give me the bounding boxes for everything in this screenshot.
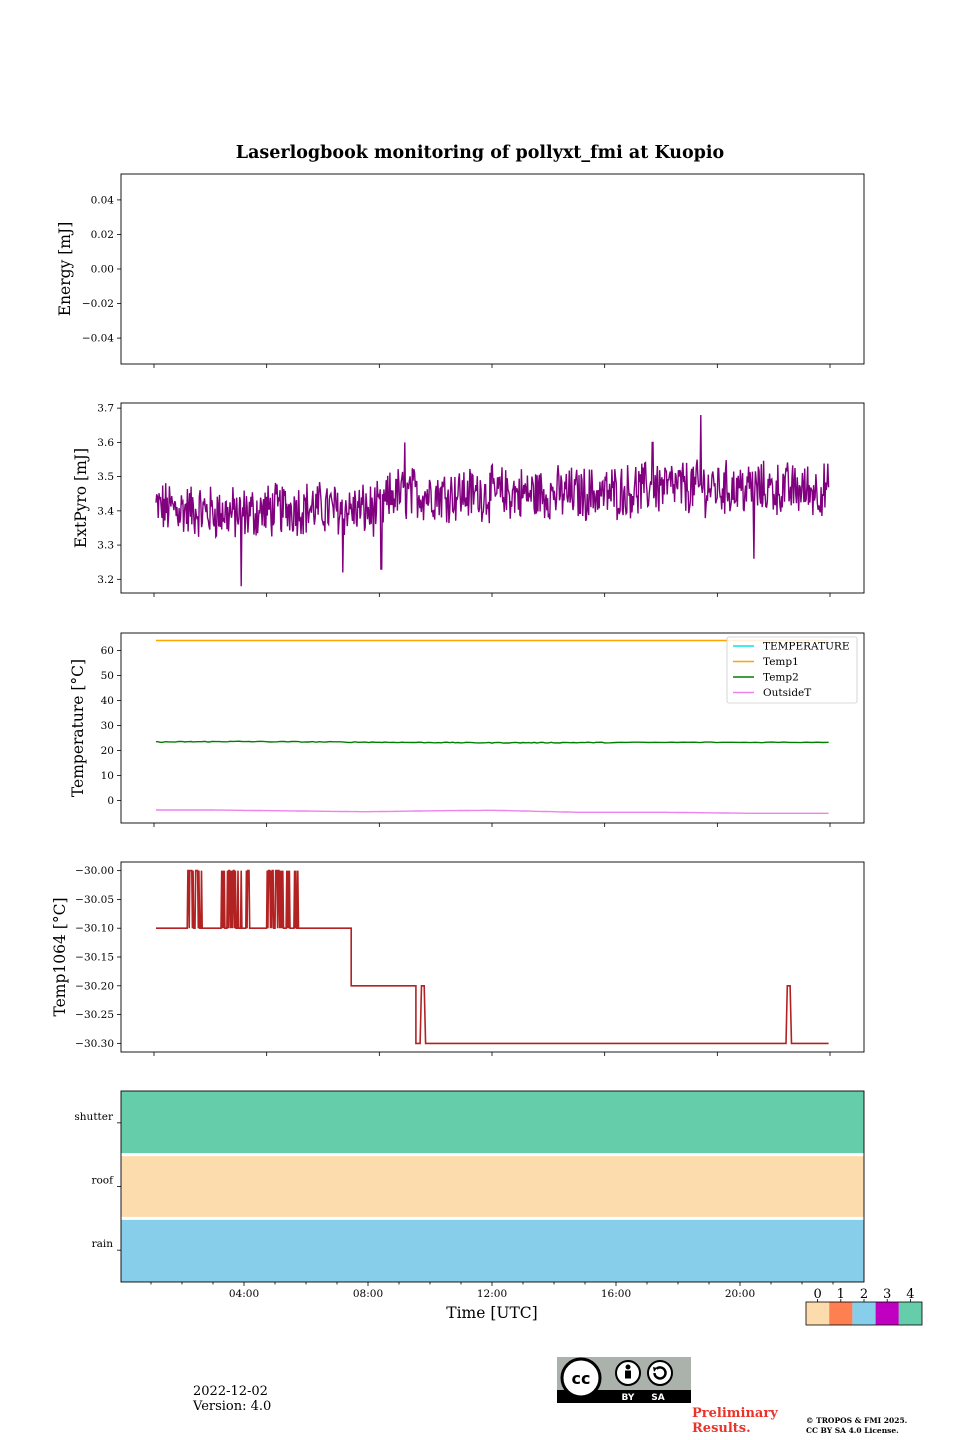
- status-panel: shutter roof rain 04:00 08:00 12:00 16:00 20:00…: [74, 1090, 865, 1322]
- energy-panel: 0.04 0.02 0.00 −0.02 −0.04 Energy [mJ]: [56, 173, 865, 368]
- cc-license-badge: cc BY SA: [557, 1357, 691, 1403]
- colorbar-cell-4: [898, 1302, 922, 1325]
- y-tick-label: 3.3: [97, 540, 114, 552]
- axes-frame: [120, 1090, 865, 1283]
- y-tick-label: −30.20: [75, 980, 114, 992]
- x-tick-label: 08:00: [353, 1288, 383, 1300]
- legend-label-temperature: TEMPERATURE: [763, 641, 850, 653]
- y-axis-label: Temp1064 [°C]: [51, 897, 69, 1016]
- sa-icon: [647, 1360, 673, 1386]
- y-tick-label: −30.30: [75, 1038, 114, 1050]
- colorbar-tick-label: 4: [906, 1287, 914, 1302]
- temperature-panel: 60 50 40 30 20 10 0 Temperature [°C] TEMPERATURE…: [69, 632, 865, 827]
- preliminary-results-note: Preliminary Results.: [692, 1406, 778, 1436]
- legend-label-temp1: Temp1: [763, 656, 799, 668]
- footer-version: Version: 4.0: [193, 1399, 272, 1414]
- axes-frame: [120, 861, 865, 1053]
- y-tick-label: 3.5: [97, 471, 114, 483]
- axes-frame: [120, 632, 865, 824]
- y-tick-label: 3.6: [97, 437, 114, 449]
- preliminary-line-2: Results.: [692, 1421, 751, 1436]
- y-tick-label: 50: [101, 670, 114, 682]
- axes-frame: [120, 173, 865, 365]
- extpyro-panel: 3.7 3.6 3.5 3.4 3.3 3.2 ExtPyro [mJ]: [72, 402, 865, 597]
- status-row-rain: [121, 1218, 864, 1282]
- extpyro-series-line: [155, 414, 830, 587]
- y-tick-label: 3.4: [97, 505, 114, 517]
- y-tick-label: 0: [107, 795, 114, 807]
- y-tick-label: 40: [101, 695, 114, 707]
- preliminary-line-1: Preliminary: [692, 1406, 778, 1421]
- footer-date-version: 2022-12-02 Version: 4.0: [193, 1384, 271, 1414]
- colorbar-tick-label: 1: [837, 1287, 845, 1302]
- status-row-label: rain: [92, 1238, 114, 1250]
- svg-text:cc: cc: [572, 1369, 591, 1388]
- x-tick-label: 04:00: [229, 1288, 259, 1300]
- copyright-line-1: © TROPOS & FMI 2025.: [806, 1416, 908, 1425]
- license-by-label: BY: [622, 1393, 635, 1403]
- copyright-line-2: CC BY SA 4.0 License.: [806, 1426, 899, 1435]
- y-tick-label: 3.2: [97, 574, 114, 586]
- x-tick-label: 12:00: [477, 1288, 507, 1300]
- status-row-roof: [121, 1154, 864, 1219]
- license-sa-label: SA: [651, 1393, 664, 1403]
- y-tick-label: 20: [101, 745, 114, 757]
- y-tick-label: 30: [101, 720, 114, 732]
- legend: TEMPERATURE Temp1 Temp2 OutsideT: [726, 636, 858, 704]
- chart-title: Laserlogbook monitoring of pollyxt_fmi a…: [236, 143, 724, 163]
- legend-box: [726, 636, 858, 704]
- colorbar-cell-2: [852, 1302, 876, 1325]
- colorbar-cell-0: [806, 1302, 830, 1325]
- colorbar-frame: [805, 1301, 923, 1326]
- status-row-label: shutter: [74, 1111, 114, 1123]
- x-tick-label: 16:00: [601, 1288, 631, 1300]
- colorbar-cell-3: [875, 1302, 899, 1325]
- y-tick-label: −30.25: [75, 1009, 114, 1021]
- y-tick-label: 0.04: [91, 194, 115, 206]
- legend-label-outsidet: OutsideT: [763, 687, 811, 699]
- series-line-outsidet: [156, 809, 829, 814]
- y-axis-label: Energy [mJ]: [56, 222, 74, 317]
- x-axis-label: Time [UTC]: [446, 1304, 537, 1322]
- y-axis-label: ExtPyro [mJ]: [72, 448, 90, 548]
- axes-frame: [120, 402, 865, 594]
- y-axis-label: Temperature [°C]: [69, 659, 87, 797]
- status-row-shutter: [121, 1091, 864, 1155]
- status-row-label: roof: [91, 1175, 114, 1187]
- legend-label-temp2: Temp2: [763, 672, 799, 684]
- y-tick-label: −30.00: [75, 865, 114, 877]
- footer-date: 2022-12-02: [193, 1384, 268, 1399]
- y-tick-label: 0.00: [91, 264, 114, 276]
- x-tick-label: 20:00: [725, 1288, 755, 1300]
- temp1064-series-line: [156, 869, 829, 1045]
- y-tick-label: −30.05: [75, 894, 114, 906]
- y-tick-label: 10: [101, 770, 114, 782]
- series-line-temp2: [156, 740, 829, 744]
- colorbar-tick-label: 2: [860, 1287, 868, 1302]
- cc-icon: [560, 1357, 602, 1399]
- y-tick-label: −30.15: [75, 952, 114, 964]
- y-tick-label: −30.10: [75, 923, 114, 935]
- colorbar-cell-1: [829, 1302, 853, 1325]
- colorbar-tick-label: 3: [883, 1287, 891, 1302]
- colorbar-tick-label: 0: [813, 1287, 821, 1302]
- y-tick-label: 60: [101, 645, 114, 657]
- temp1064-panel: −30.00 −30.05 −30.10 −30.15 −30.20 −30.25 −30.…: [51, 861, 865, 1056]
- y-tick-label: −0.02: [82, 298, 114, 310]
- y-tick-label: 3.7: [97, 403, 114, 415]
- copyright-note: © TROPOS & FMI 2025. CC BY SA 4.0 Licens…: [806, 1416, 907, 1436]
- y-tick-label: 0.02: [91, 229, 114, 241]
- y-tick-label: −0.04: [82, 333, 114, 345]
